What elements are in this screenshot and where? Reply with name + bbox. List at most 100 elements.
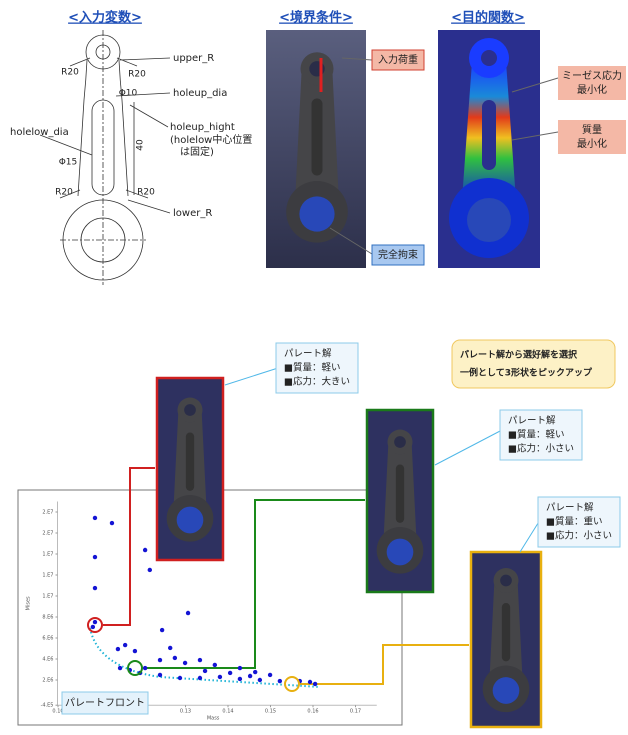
panel-title: <境界条件> — [279, 10, 353, 26]
dim-label: R20 — [55, 188, 73, 198]
var-label: (holelow中心位置 — [170, 133, 252, 146]
var-label: upper_R — [173, 53, 214, 64]
x-tick-label: 0.15 — [265, 709, 276, 715]
front-label-box — [61, 691, 149, 715]
point — [147, 567, 152, 573]
y-tick-label: 2.E7 — [42, 531, 53, 537]
note-box — [451, 339, 616, 389]
callout: パレート解 — [284, 348, 332, 360]
front-label: パレートフロント — [65, 697, 145, 709]
point — [172, 655, 178, 661]
point — [109, 520, 115, 526]
point — [142, 547, 148, 553]
point — [90, 624, 96, 630]
point — [142, 665, 148, 671]
leader — [329, 57, 373, 255]
point — [237, 676, 243, 682]
y-tick-label: 1.E7 — [42, 552, 53, 558]
x-tick-label: 0.14 — [222, 709, 233, 715]
y-tick-label: 1.E7 — [42, 573, 53, 579]
y-tick-label: 2.E6 — [42, 678, 53, 684]
var-label: holeup_hight — [170, 122, 235, 133]
dim-label: R20 — [61, 68, 79, 78]
callout: ■質量：重い — [546, 516, 602, 528]
point — [92, 585, 98, 591]
point — [122, 642, 128, 648]
point — [312, 681, 318, 687]
x-tick-label: 0.17 — [350, 709, 361, 715]
callout: ミーゼス応力 — [562, 69, 622, 82]
callout: ■応力：小さい — [508, 443, 574, 455]
picked-shapes — [103, 367, 543, 729]
point — [253, 669, 258, 675]
point — [182, 660, 188, 666]
point — [168, 645, 173, 651]
callout: ■質量：軽い — [508, 429, 564, 441]
point — [257, 677, 263, 683]
point — [202, 668, 208, 674]
point — [212, 662, 218, 668]
rod-drawing — [39, 30, 171, 285]
point — [177, 675, 183, 681]
y-tick-label: 6.E6 — [42, 636, 53, 642]
point — [117, 665, 123, 671]
point — [267, 672, 273, 678]
point — [227, 670, 233, 676]
fem-rod — [449, 38, 529, 258]
callout-box — [499, 409, 583, 461]
callout: 完全拘束 — [378, 248, 418, 261]
x-tick-label: 0.10 — [52, 709, 63, 715]
point — [185, 610, 191, 616]
x-tick-label: 0.16 — [307, 709, 318, 715]
x-axis-title: Mass — [207, 716, 220, 722]
point — [237, 665, 243, 671]
highlight — [284, 676, 300, 692]
callout: 質量 — [582, 123, 602, 136]
point — [157, 672, 163, 678]
callout-box — [371, 244, 425, 266]
dim-label: 40 — [136, 139, 146, 151]
point — [197, 657, 203, 663]
point — [132, 648, 138, 654]
panel-title: <目的関数> — [451, 10, 525, 26]
pareto-front — [89, 627, 321, 688]
callout-box — [558, 66, 626, 100]
panel-title: <入力変数> — [68, 10, 142, 26]
point — [307, 679, 313, 685]
dim-label: R20 — [137, 188, 155, 198]
callout-box — [275, 342, 359, 394]
highlight — [87, 617, 103, 633]
point — [157, 657, 163, 663]
point — [247, 673, 253, 679]
y-tick-label: -4.E5 — [41, 703, 54, 709]
point — [92, 554, 98, 560]
leader — [511, 77, 559, 141]
y-tick-label: 1.E7 — [42, 594, 53, 600]
var-label: lower_R — [173, 208, 212, 219]
callout: ■質量：軽い — [284, 362, 340, 374]
callout: 最小化 — [577, 83, 607, 96]
callout: 入力荷重 — [378, 53, 418, 66]
var-label: holelow_dia — [10, 127, 69, 138]
point — [159, 627, 165, 633]
callout: ■応力：小さい — [546, 530, 612, 542]
y-tick-label: 8.E6 — [42, 615, 53, 621]
dim-label: Φ15 — [59, 158, 78, 168]
dim-label: R20 — [128, 70, 146, 80]
point — [92, 619, 98, 625]
var-label: は固定) — [180, 145, 214, 158]
highlight — [127, 660, 143, 676]
callout: パレート解 — [508, 415, 556, 427]
callout: パレート解 — [546, 502, 594, 514]
point — [115, 646, 121, 652]
point — [197, 675, 203, 681]
x-tick-label: 0.13 — [180, 709, 191, 715]
callout-box — [558, 120, 626, 154]
dim-label: Φ10 — [119, 89, 138, 99]
callout: ■応力：大きい — [284, 376, 350, 388]
callout-box — [371, 49, 425, 71]
note: 一例として3形状をピックアップ — [460, 367, 593, 379]
note: パレート解から選好解を選択 — [460, 349, 578, 361]
